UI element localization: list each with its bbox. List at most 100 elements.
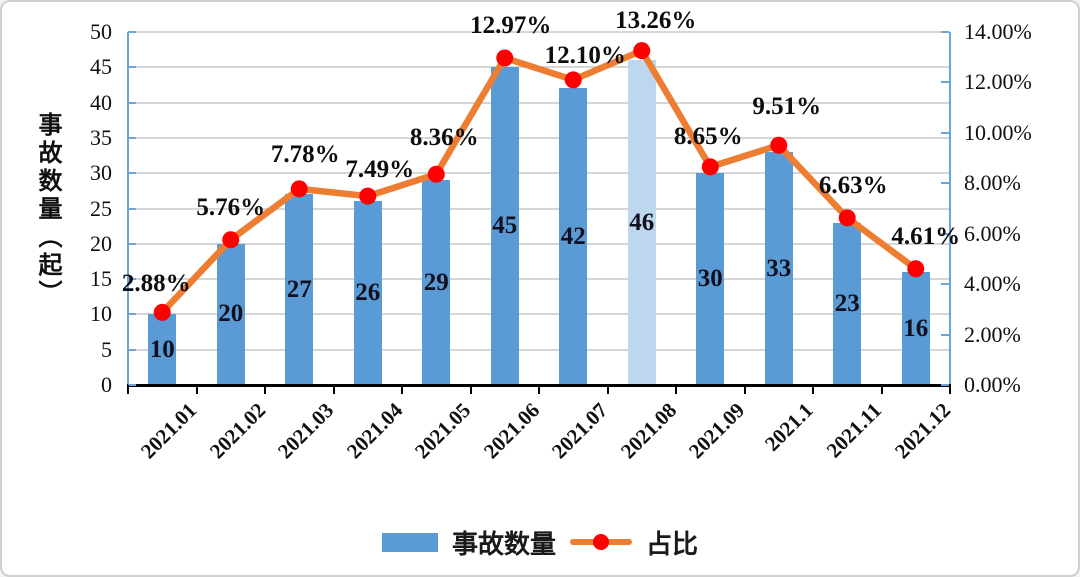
bar-value-label: 42 — [560, 222, 586, 250]
x-axis-label: 2021.07 — [546, 398, 613, 464]
category-axis-tick — [743, 385, 746, 394]
right-axis-tick-label: 10.00% — [964, 119, 1032, 145]
legend-line-swatch — [570, 532, 632, 552]
category-axis-tick — [332, 385, 335, 394]
percent-label: 5.76% — [196, 193, 266, 221]
left-axis-tick-label: 10 — [90, 301, 112, 327]
percent-label: 4.61% — [891, 222, 961, 250]
x-axis-label: 2021.02 — [204, 398, 270, 464]
right-axis-tick — [941, 182, 949, 185]
right-axis-tick — [941, 283, 949, 286]
left-axis-tick — [128, 242, 136, 245]
left-axis-tick-label: 5 — [101, 336, 112, 362]
percent-label: 2.88% — [121, 270, 191, 298]
legend-bar-label: 事故数量 — [451, 528, 556, 559]
gridline — [128, 31, 950, 33]
category-axis-tick — [675, 385, 677, 394]
bar-value-label: 46 — [629, 208, 655, 236]
gridline — [128, 242, 950, 245]
x-axis-label: 2021.01 — [135, 398, 202, 464]
left-axis-tick — [128, 101, 136, 104]
x-axis-label: 2021.03 — [272, 398, 339, 464]
right-axis-tick — [941, 31, 949, 33]
legend-line-marker-icon — [593, 534, 609, 550]
left-axis-tick-label: 20 — [90, 230, 112, 256]
bar-value-label: 26 — [355, 279, 381, 307]
left-axis-tick — [128, 348, 136, 351]
x-axis-label: 2021.12 — [889, 398, 955, 464]
left-axis-tick — [128, 66, 136, 69]
category-axis-tick — [469, 385, 472, 394]
right-axis-tick — [941, 384, 949, 386]
category-axis-tick — [949, 385, 951, 394]
bar-value-label: 10 — [149, 335, 175, 363]
left-axis-tick — [128, 31, 136, 33]
left-axis-tick-label: 15 — [90, 266, 112, 292]
right-axis-tick — [941, 232, 949, 235]
right-value-axis-line — [949, 32, 951, 385]
bar-value-label: 33 — [766, 254, 792, 282]
gridline — [128, 278, 950, 281]
left-axis-title: 事故数量（起） — [34, 112, 60, 308]
left-axis-tick-label: 25 — [90, 195, 112, 221]
bar-2021.01 — [148, 314, 177, 385]
line-point-marker — [564, 71, 582, 89]
bar-value-label: 20 — [218, 300, 244, 328]
left-axis-tick-label: 45 — [90, 54, 112, 80]
x-axis-label: 2021.1 — [759, 398, 818, 456]
percent-label: 8.36% — [409, 124, 479, 152]
gridline — [128, 313, 950, 316]
right-axis-tick — [941, 333, 949, 336]
legend-bar-swatch — [381, 532, 438, 552]
left-axis-tick-label: 0 — [101, 372, 112, 397]
right-axis-tick-label: 6.00% — [964, 220, 1021, 246]
category-axis-tick — [264, 385, 266, 394]
right-axis-tick-label: 14.00% — [964, 19, 1032, 44]
right-axis-tick — [941, 81, 949, 84]
category-axis-tick — [812, 385, 814, 394]
right-axis-tick-label: 0.00% — [964, 372, 1021, 397]
bar-value-label: 30 — [697, 265, 723, 293]
x-axis-label: 2021.09 — [683, 398, 750, 464]
gridline — [128, 348, 950, 351]
gridline — [128, 101, 950, 104]
left-axis-tick-label: 40 — [90, 89, 112, 115]
right-axis-tick — [941, 131, 949, 134]
trend-line — [159, 47, 919, 316]
percent-label: 13.26% — [615, 6, 697, 34]
percent-label: 12.10% — [544, 41, 626, 69]
right-axis-tick-label: 2.00% — [964, 321, 1021, 347]
gridline — [128, 136, 950, 139]
bar-value-label: 29 — [423, 268, 449, 296]
line-point-marker — [633, 42, 651, 60]
percent-label: 9.51% — [752, 93, 822, 121]
bar-value-label: 45 — [492, 212, 518, 240]
left-axis-tick — [128, 278, 136, 281]
category-axis-tick — [195, 385, 198, 394]
bar-value-label: 16 — [903, 314, 929, 342]
bar-value-label: 27 — [286, 275, 312, 303]
percent-label: 12.97% — [470, 11, 552, 39]
category-axis-tick — [538, 385, 540, 394]
left-axis-tick — [128, 136, 136, 139]
left-axis-tick — [128, 172, 136, 175]
right-axis-tick-label: 12.00% — [964, 69, 1032, 95]
percent-label: 7.78% — [270, 140, 340, 168]
bar-value-label: 23 — [834, 289, 860, 317]
left-axis-tick — [128, 207, 136, 210]
percent-label: 8.65% — [673, 122, 743, 150]
x-axis-label: 2021.06 — [478, 398, 544, 464]
legend: 事故数量 占比 — [2, 522, 1078, 562]
x-axis-label: 2021.04 — [341, 398, 407, 464]
category-axis-tick — [880, 385, 883, 394]
x-axis-label: 2021.05 — [409, 398, 476, 464]
line-point-marker — [496, 49, 514, 67]
legend-line-label: 占比 — [646, 528, 699, 559]
x-axis-label: 2021.11 — [821, 398, 887, 463]
category-axis-tick — [606, 385, 609, 394]
left-axis-tick-label: 35 — [90, 124, 112, 150]
right-axis-tick-label: 8.00% — [964, 170, 1021, 196]
left-axis-tick-label: 30 — [90, 160, 112, 186]
left-axis-tick — [128, 313, 136, 316]
